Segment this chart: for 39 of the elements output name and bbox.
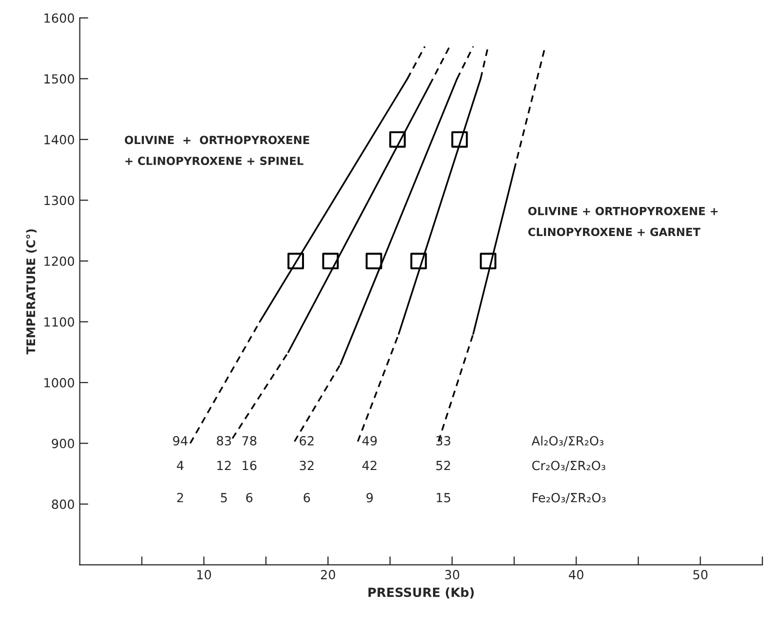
x-tick-label: 40	[568, 570, 584, 580]
annotation: 16	[242, 460, 256, 470]
annotation: OLIVINE + ORTHOPYROXENE + CLINOPYROXENE + SPINEL	[124, 136, 310, 166]
annotation: 42	[362, 460, 376, 470]
y-tick-label: 1600	[44, 13, 74, 23]
annotation: 32	[300, 460, 314, 470]
annotation: Al₂O₃/ΣR₂O₃	[532, 436, 604, 446]
x-tick-label: 50	[693, 570, 708, 580]
y-tick-label: 800	[52, 500, 74, 510]
y-tick-label: 1500	[44, 74, 74, 84]
annotation: 5	[220, 493, 227, 502]
annotation: Cr₂O₃/ΣR₂O₃	[532, 460, 606, 472]
annotation: Fe₂O₃/ΣR₂O₃	[532, 492, 606, 504]
annotation: 2	[177, 492, 183, 502]
x-tick-label: 10	[197, 570, 212, 580]
annotation: 4	[176, 460, 184, 470]
y-tick-label: 1400	[44, 134, 74, 144]
annotation: 33	[436, 436, 450, 446]
annotation: 49	[362, 436, 377, 446]
annotation: OLIVINE + ORTHOPYROXENE + CLINOPYROXENE + GARNET	[528, 206, 718, 236]
y-tick-label: 900	[52, 438, 74, 448]
annotation: 94	[173, 436, 188, 446]
y-axis-title: TEMPERATURE (C°)	[26, 229, 37, 354]
annotation: 52	[436, 460, 450, 470]
annotation: 83	[216, 436, 231, 446]
annotation: 78	[242, 436, 256, 446]
x-axis-title: PRESSURE (Kb)	[368, 587, 474, 599]
annotation: 6	[246, 492, 252, 502]
annotation: 15	[436, 493, 450, 502]
x-tick-label: 30	[445, 570, 460, 580]
y-tick-label: 1000	[44, 378, 74, 388]
y-tick-label: 1200	[44, 256, 74, 266]
y-tick-label: 1300	[44, 196, 74, 206]
annotation: 12	[217, 460, 231, 470]
annotation: 9	[366, 492, 373, 502]
annotation: 62	[300, 436, 314, 446]
y-tick-label: 1100	[44, 317, 74, 327]
x-tick-label: 20	[320, 570, 336, 580]
annotation: 6	[304, 492, 310, 502]
